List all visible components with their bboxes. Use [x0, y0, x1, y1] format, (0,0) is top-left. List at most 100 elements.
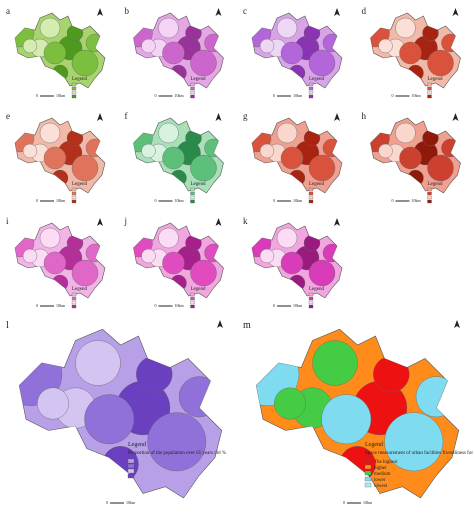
- panel-letter: d: [362, 6, 367, 16]
- north-arrow: [217, 320, 223, 328]
- scale-label: 0: [155, 198, 157, 203]
- district: [185, 129, 202, 147]
- legend-title: Legend: [72, 182, 87, 187]
- legend-swatch: [127, 458, 135, 464]
- legend-swatch: [71, 292, 77, 297]
- district: [158, 17, 179, 39]
- scale-label: 0: [155, 93, 157, 98]
- legend-title: Legend: [309, 182, 324, 187]
- district: [185, 24, 202, 42]
- district: [66, 24, 84, 42]
- district: [162, 146, 185, 170]
- legend-swatch: [364, 458, 372, 464]
- legend-swatch: [190, 296, 195, 301]
- district: [170, 274, 187, 292]
- district: [22, 248, 38, 264]
- scale-label: 10km: [56, 303, 66, 308]
- district: [185, 234, 202, 252]
- district: [259, 143, 275, 159]
- legend-swatch: [190, 90, 195, 95]
- legend-title: Legend: [309, 287, 324, 292]
- legend-swatch: [427, 94, 432, 99]
- district: [170, 169, 187, 187]
- district: [395, 122, 416, 144]
- scale-label: 0: [273, 198, 275, 203]
- small-map: [251, 117, 343, 194]
- legend-item: higher: [374, 466, 387, 471]
- small-map: [133, 222, 224, 299]
- legend-swatch: [190, 304, 195, 309]
- district: [39, 122, 61, 144]
- district: [71, 259, 99, 287]
- district: [308, 49, 336, 77]
- district: [178, 376, 220, 418]
- legend-swatch: [71, 195, 77, 200]
- district: [303, 24, 321, 42]
- legend-swatch: [71, 86, 77, 91]
- panel-letter: c: [243, 6, 247, 16]
- district: [280, 146, 304, 170]
- legend-swatch: [71, 300, 77, 305]
- legend-swatch: [190, 199, 195, 204]
- north-arrow: [334, 8, 340, 16]
- small-map: [251, 12, 343, 89]
- north-arrow: [215, 218, 222, 226]
- legend-swatch: [308, 199, 314, 204]
- legend-swatch: [127, 473, 135, 479]
- district: [415, 376, 457, 418]
- legend-swatch: [71, 304, 77, 309]
- legend-title: Legend: [72, 77, 87, 82]
- scale-label: 0: [36, 198, 38, 203]
- district: [71, 49, 99, 77]
- legend-swatch: [427, 90, 432, 95]
- legend-title: Legend: [191, 287, 206, 292]
- district: [288, 274, 306, 292]
- legend-swatch: [308, 94, 314, 99]
- district: [75, 340, 121, 386]
- legend-title: Legend: [309, 77, 324, 82]
- legend-swatch: [71, 191, 77, 196]
- panel-letter: m: [243, 320, 251, 331]
- legend-item: The highest: [374, 460, 398, 465]
- legend-swatch: [308, 187, 314, 192]
- legend-swatch: [127, 463, 135, 469]
- district: [51, 64, 69, 82]
- district: [170, 64, 187, 82]
- district: [141, 248, 156, 264]
- legend-swatch: [308, 191, 314, 196]
- legend-swatch: [308, 195, 314, 200]
- legend-swatch: [308, 90, 314, 95]
- legend-swatch: [308, 82, 314, 87]
- north-arrow: [334, 218, 340, 226]
- district: [141, 143, 156, 159]
- district: [373, 356, 410, 393]
- scale-label: 10km: [293, 93, 303, 98]
- district: [407, 64, 424, 82]
- district: [147, 412, 207, 472]
- district: [378, 38, 393, 54]
- district: [378, 143, 393, 159]
- legend-swatch: [427, 199, 432, 204]
- legend-swatch: [71, 90, 77, 95]
- district: [422, 129, 439, 147]
- north-arrow: [215, 113, 222, 121]
- scale-label: 10km: [56, 198, 66, 203]
- district: [158, 227, 179, 249]
- legend-swatch: [364, 482, 372, 488]
- small-map: [14, 222, 106, 299]
- legend-item: medium: [374, 472, 390, 477]
- map-districts: [133, 227, 223, 292]
- legend-caption: Space measurement of urban facilities fr…: [365, 451, 474, 456]
- small-map: [370, 12, 461, 89]
- legend-swatch: [308, 304, 314, 309]
- panel-letter: b: [125, 6, 130, 16]
- legend-swatch: [364, 470, 372, 476]
- district: [399, 41, 422, 65]
- district: [43, 41, 67, 65]
- north-arrow: [454, 320, 460, 328]
- legend-title: Legend: [365, 442, 383, 448]
- legend-swatch: [190, 300, 195, 305]
- district: [280, 41, 304, 65]
- district: [158, 122, 179, 144]
- scale-label: 10km: [175, 303, 185, 308]
